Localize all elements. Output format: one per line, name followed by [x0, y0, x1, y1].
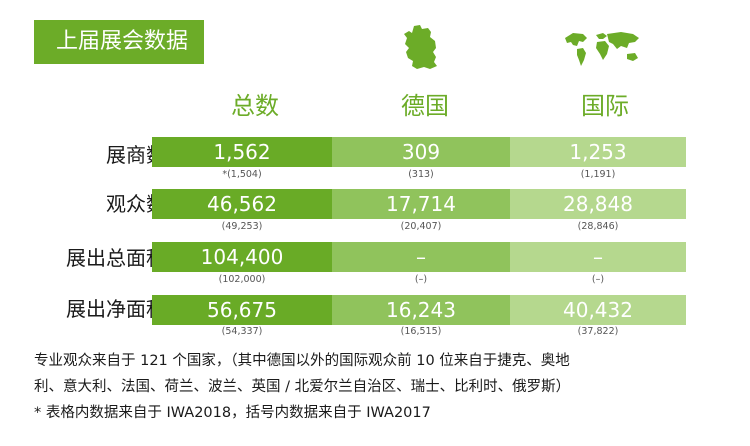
page-title: 上届展会数据 [34, 20, 204, 64]
prev-total-area-international: (–) [591, 274, 605, 285]
note-line-2: 利、意大利、法国、荷兰、波兰、英国 / 北爱尔兰自治区、瑞士、比利时、俄罗斯） [34, 379, 571, 395]
cell-net-area-total: 56,675 [152, 295, 332, 325]
note-line-1: 专业观众来自于 121 个国家，（其中德国以外的国际观众前 10 位来自于捷克、… [34, 353, 570, 369]
cell-visitors-germany: 17,714 [332, 189, 510, 219]
prev-exhibitors-total: *(1,504) [222, 169, 262, 180]
prev-total-area-total: (102,000) [218, 274, 266, 285]
cell-total-area-total: 104,400 [152, 242, 332, 272]
prev-exhibitors-germany: (313) [408, 169, 434, 180]
cell-visitors-total: 46,562 [152, 189, 332, 219]
world-map-icon [565, 32, 639, 66]
row-label-exhibitors: 展商数 [106, 143, 166, 167]
germany-map-icon [404, 25, 437, 69]
row-label-total-area: 展出总面积 [66, 246, 166, 270]
row-label-net-area: 展出净面积 [66, 297, 166, 321]
note-line-3: * 表格内数据来自于 IWA2018，括号内数据来自于 IWA2017 [34, 405, 431, 421]
row-label-visitors: 观众数 [106, 192, 166, 216]
cell-total-area-international: – [510, 242, 686, 272]
column-header-total: 总数 [231, 92, 279, 120]
cell-exhibitors-germany: 309 [332, 137, 510, 167]
prev-visitors-germany: (20,407) [400, 221, 442, 232]
cell-total-area-germany: – [332, 242, 510, 272]
cell-net-area-germany: 16,243 [332, 295, 510, 325]
cell-exhibitors-total: 1,562 [152, 137, 332, 167]
column-header-international: 国际 [581, 92, 629, 120]
prev-exhibitors-international: (1,191) [580, 169, 616, 180]
cell-visitors-international: 28,848 [510, 189, 686, 219]
cell-exhibitors-international: 1,253 [510, 137, 686, 167]
prev-visitors-total: (49,253) [221, 221, 263, 232]
prev-net-area-international: (37,822) [577, 326, 619, 337]
cell-net-area-international: 40,432 [510, 295, 686, 325]
column-header-germany: 德国 [401, 92, 449, 120]
prev-net-area-total: (54,337) [221, 326, 263, 337]
prev-total-area-germany: (–) [414, 274, 428, 285]
prev-visitors-international: (28,846) [577, 221, 619, 232]
prev-net-area-germany: (16,515) [400, 326, 442, 337]
